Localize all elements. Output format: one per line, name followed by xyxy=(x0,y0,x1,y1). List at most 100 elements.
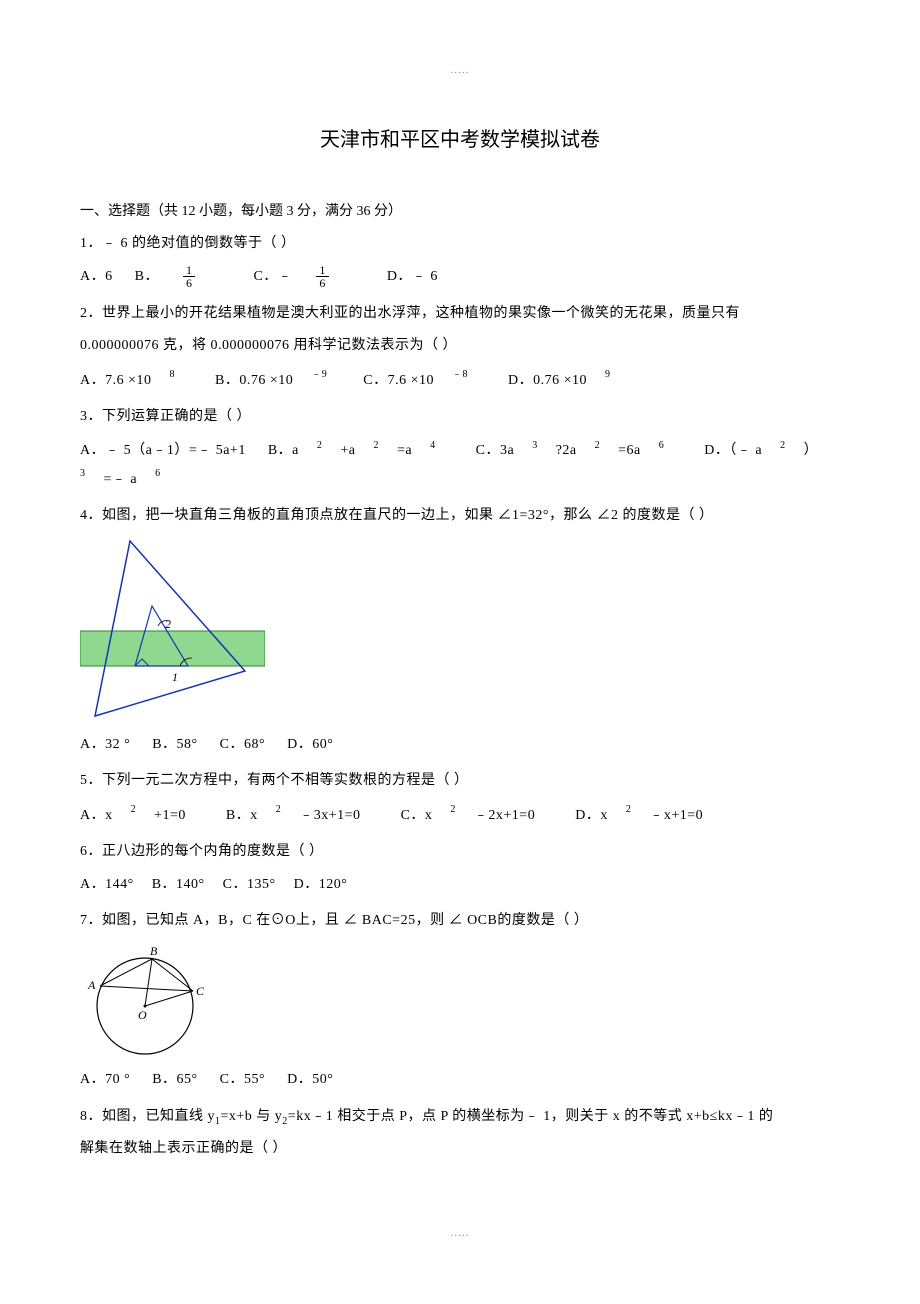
superscript: ﹣8 xyxy=(452,369,468,380)
q5-opt-c: C．x2﹣2x+1=0 xyxy=(401,808,554,823)
angle-2-label: 2 xyxy=(165,617,171,631)
q7-figure: A B C O xyxy=(80,941,210,1061)
q7-opt-b: B．65° xyxy=(152,1072,197,1087)
q1-opt-c: C．﹣ 1 6 xyxy=(253,269,368,284)
sup: 3 xyxy=(532,440,538,451)
q7-options: A．70 ° B．65° C．55° D．50° xyxy=(80,1067,840,1094)
page-title: 天津市和平区中考数学模拟试卷 xyxy=(80,121,840,159)
sup: 2 xyxy=(131,804,137,815)
angle-1-label: 1 xyxy=(172,670,178,684)
t: B．a xyxy=(268,443,299,458)
sup: 4 xyxy=(430,440,436,451)
opt-text: C．7.6 ×10 xyxy=(363,373,434,388)
q6-opt-a: A．144° xyxy=(80,877,134,892)
q7-opt-d: D．50° xyxy=(287,1072,333,1087)
q6-opt-d: D．120° xyxy=(294,877,348,892)
q6-options: A．144°B．140°C．135°D．120° xyxy=(80,872,840,899)
t: +1=0 xyxy=(154,808,186,823)
radius-oc xyxy=(145,991,193,1006)
chord-ac xyxy=(100,986,193,991)
q1-b-label: B． xyxy=(135,269,159,284)
q4-stem: 4．如图，把一块直角三角板的直角顶点放在直尺的一边上，如果 ∠1=32°，那么 … xyxy=(80,503,840,530)
q5-opt-d: D．x2﹣x+1=0 xyxy=(575,808,721,823)
sup: 2 xyxy=(780,440,786,451)
t: ?2a xyxy=(556,443,577,458)
chord-bc xyxy=(152,959,193,991)
chord-ab xyxy=(100,959,152,986)
sup: 2 xyxy=(450,804,456,815)
header-dots: ..... xyxy=(80,60,840,81)
q8-stem-1: 8．如图，已知直线 y1=x+b 与 y2=kx﹣1 相交于点 P，点 P 的横… xyxy=(80,1104,840,1131)
q8-stem-2: 解集在数轴上表示正确的是（ ） xyxy=(80,1136,840,1163)
t: D．（﹣ a xyxy=(704,443,762,458)
q3-opt-c: C．3a 3 ?2a 2 =6a 6 xyxy=(476,443,683,458)
q4-options: A．32 ° B．58° C．68° D．60° xyxy=(80,732,840,759)
q2-opt-d: D．0.76 ×109 xyxy=(508,373,629,388)
q5-opt-a: A．x2+1=0 xyxy=(80,808,204,823)
q7-opt-a: A．70 ° xyxy=(80,1072,130,1087)
q3-opt-b: B．a2+a2=a4 xyxy=(268,443,454,458)
q5-opt-b: B．x2﹣3x+1=0 xyxy=(226,808,379,823)
t: D．x xyxy=(575,808,608,823)
sup: 3 xyxy=(80,468,86,479)
q3-stem: 3．下列运算正确的是（ ） xyxy=(80,404,840,431)
sup: 2 xyxy=(276,804,282,815)
t: =kx﹣1 相交于点 P，点 P 的横坐标为﹣ 1，则关于 x 的不等式 x+b… xyxy=(288,1109,774,1124)
q4-opt-b: B．58° xyxy=(152,737,197,752)
t: =x+b 与 y xyxy=(221,1109,283,1124)
q4-opt-c: C．68° xyxy=(220,737,265,752)
q6-opt-b: B．140° xyxy=(152,877,205,892)
t: B．x xyxy=(226,808,258,823)
q4-opt-d: D．60° xyxy=(287,737,333,752)
t: =﹣ a xyxy=(104,472,138,487)
superscript: ﹣9 xyxy=(311,369,327,380)
fraction-icon: 1 6 xyxy=(183,264,214,289)
opt-text: A．7.6 ×10 xyxy=(80,373,152,388)
sup: 6 xyxy=(659,440,665,451)
t: ﹣3x+1=0 xyxy=(299,808,360,823)
q2-options: A．7.6 ×108 B．0.76 ×10﹣9C．7.6 ×10﹣8 D．0.7… xyxy=(80,366,840,394)
superscript: 9 xyxy=(605,369,611,380)
t: +a xyxy=(340,443,355,458)
t: =a xyxy=(397,443,412,458)
opt-text: D．0.76 ×10 xyxy=(508,373,587,388)
q1-stem: 1．﹣ 6 的绝对值的倒数等于（ ） xyxy=(80,231,840,258)
t: C．3a xyxy=(476,443,515,458)
q1-opt-d: D．﹣ 6 xyxy=(387,269,438,284)
t: =6a xyxy=(618,443,641,458)
t: ﹣x+1=0 xyxy=(649,808,703,823)
label-a: A xyxy=(87,978,96,992)
t: ﹣2x+1=0 xyxy=(474,808,535,823)
t: ） xyxy=(804,443,819,458)
t: 8．如图，已知直线 y xyxy=(80,1109,215,1124)
q2-stem-2: 0.000000076 克，将 0.000000076 用科学记数法表示为（ ） xyxy=(80,333,840,360)
label-c: C xyxy=(196,984,205,998)
q2-opt-a: A．7.6 ×108 xyxy=(80,373,193,388)
q1-opt-a: A．6 xyxy=(80,269,113,284)
q5-options: A．x2+1=0 B．x2﹣3x+1=0 C．x2﹣2x+1=0 D．x2﹣x+… xyxy=(80,801,840,829)
q1-options: A．6 B． 1 6 C．﹣ 1 6 D．﹣ 6 xyxy=(80,264,840,291)
sup: 2 xyxy=(626,804,632,815)
label-b: B xyxy=(150,944,158,958)
opt-text: B．0.76 ×10 xyxy=(215,373,293,388)
q3-opt-a: A．﹣ 5（a﹣1）=﹣ 5a+1 xyxy=(80,443,246,458)
sup: 6 xyxy=(155,468,161,479)
q7-stem: 7．如图，已知点 A，B，C 在⊙O上，且 ∠ BAC=25，则 ∠ OCB的度… xyxy=(80,908,840,935)
sup: 2 xyxy=(595,440,601,451)
footer-dots: ..... xyxy=(80,1223,840,1244)
section-header: 一、选择题（共 12 小题，每小题 3 分，满分 36 分） xyxy=(80,199,840,226)
q2-opt-c: C．7.6 ×10﹣8 xyxy=(363,373,486,388)
q7-opt-c: C．55° xyxy=(220,1072,265,1087)
t: A．x xyxy=(80,808,113,823)
q1-c-label: C．﹣ xyxy=(253,269,292,284)
q4-opt-a: A．32 ° xyxy=(80,737,130,752)
q3-options: A．﹣ 5（a﹣1）=﹣ 5a+1 B．a 2 +a 2 =a 4 C．3a 3 ?2a 2 =6… xyxy=(80,437,840,494)
fraction-icon: 1 6 xyxy=(316,264,347,289)
q2-stem-1: 2．世界上最小的开花结果植物是澳大利亚的出水浮萍，这种植物的果实像一个微笑的无花… xyxy=(80,301,840,328)
q1-opt-b: B． 1 6 xyxy=(135,269,236,284)
q2-opt-b: B．0.76 ×10﹣9 xyxy=(215,373,345,388)
q5-stem: 5．下列一元二次方程中，有两个不相等实数根的方程是（ ） xyxy=(80,768,840,795)
frac-den: 6 xyxy=(183,277,196,289)
radius-ob xyxy=(145,959,152,1006)
superscript: 8 xyxy=(170,369,176,380)
